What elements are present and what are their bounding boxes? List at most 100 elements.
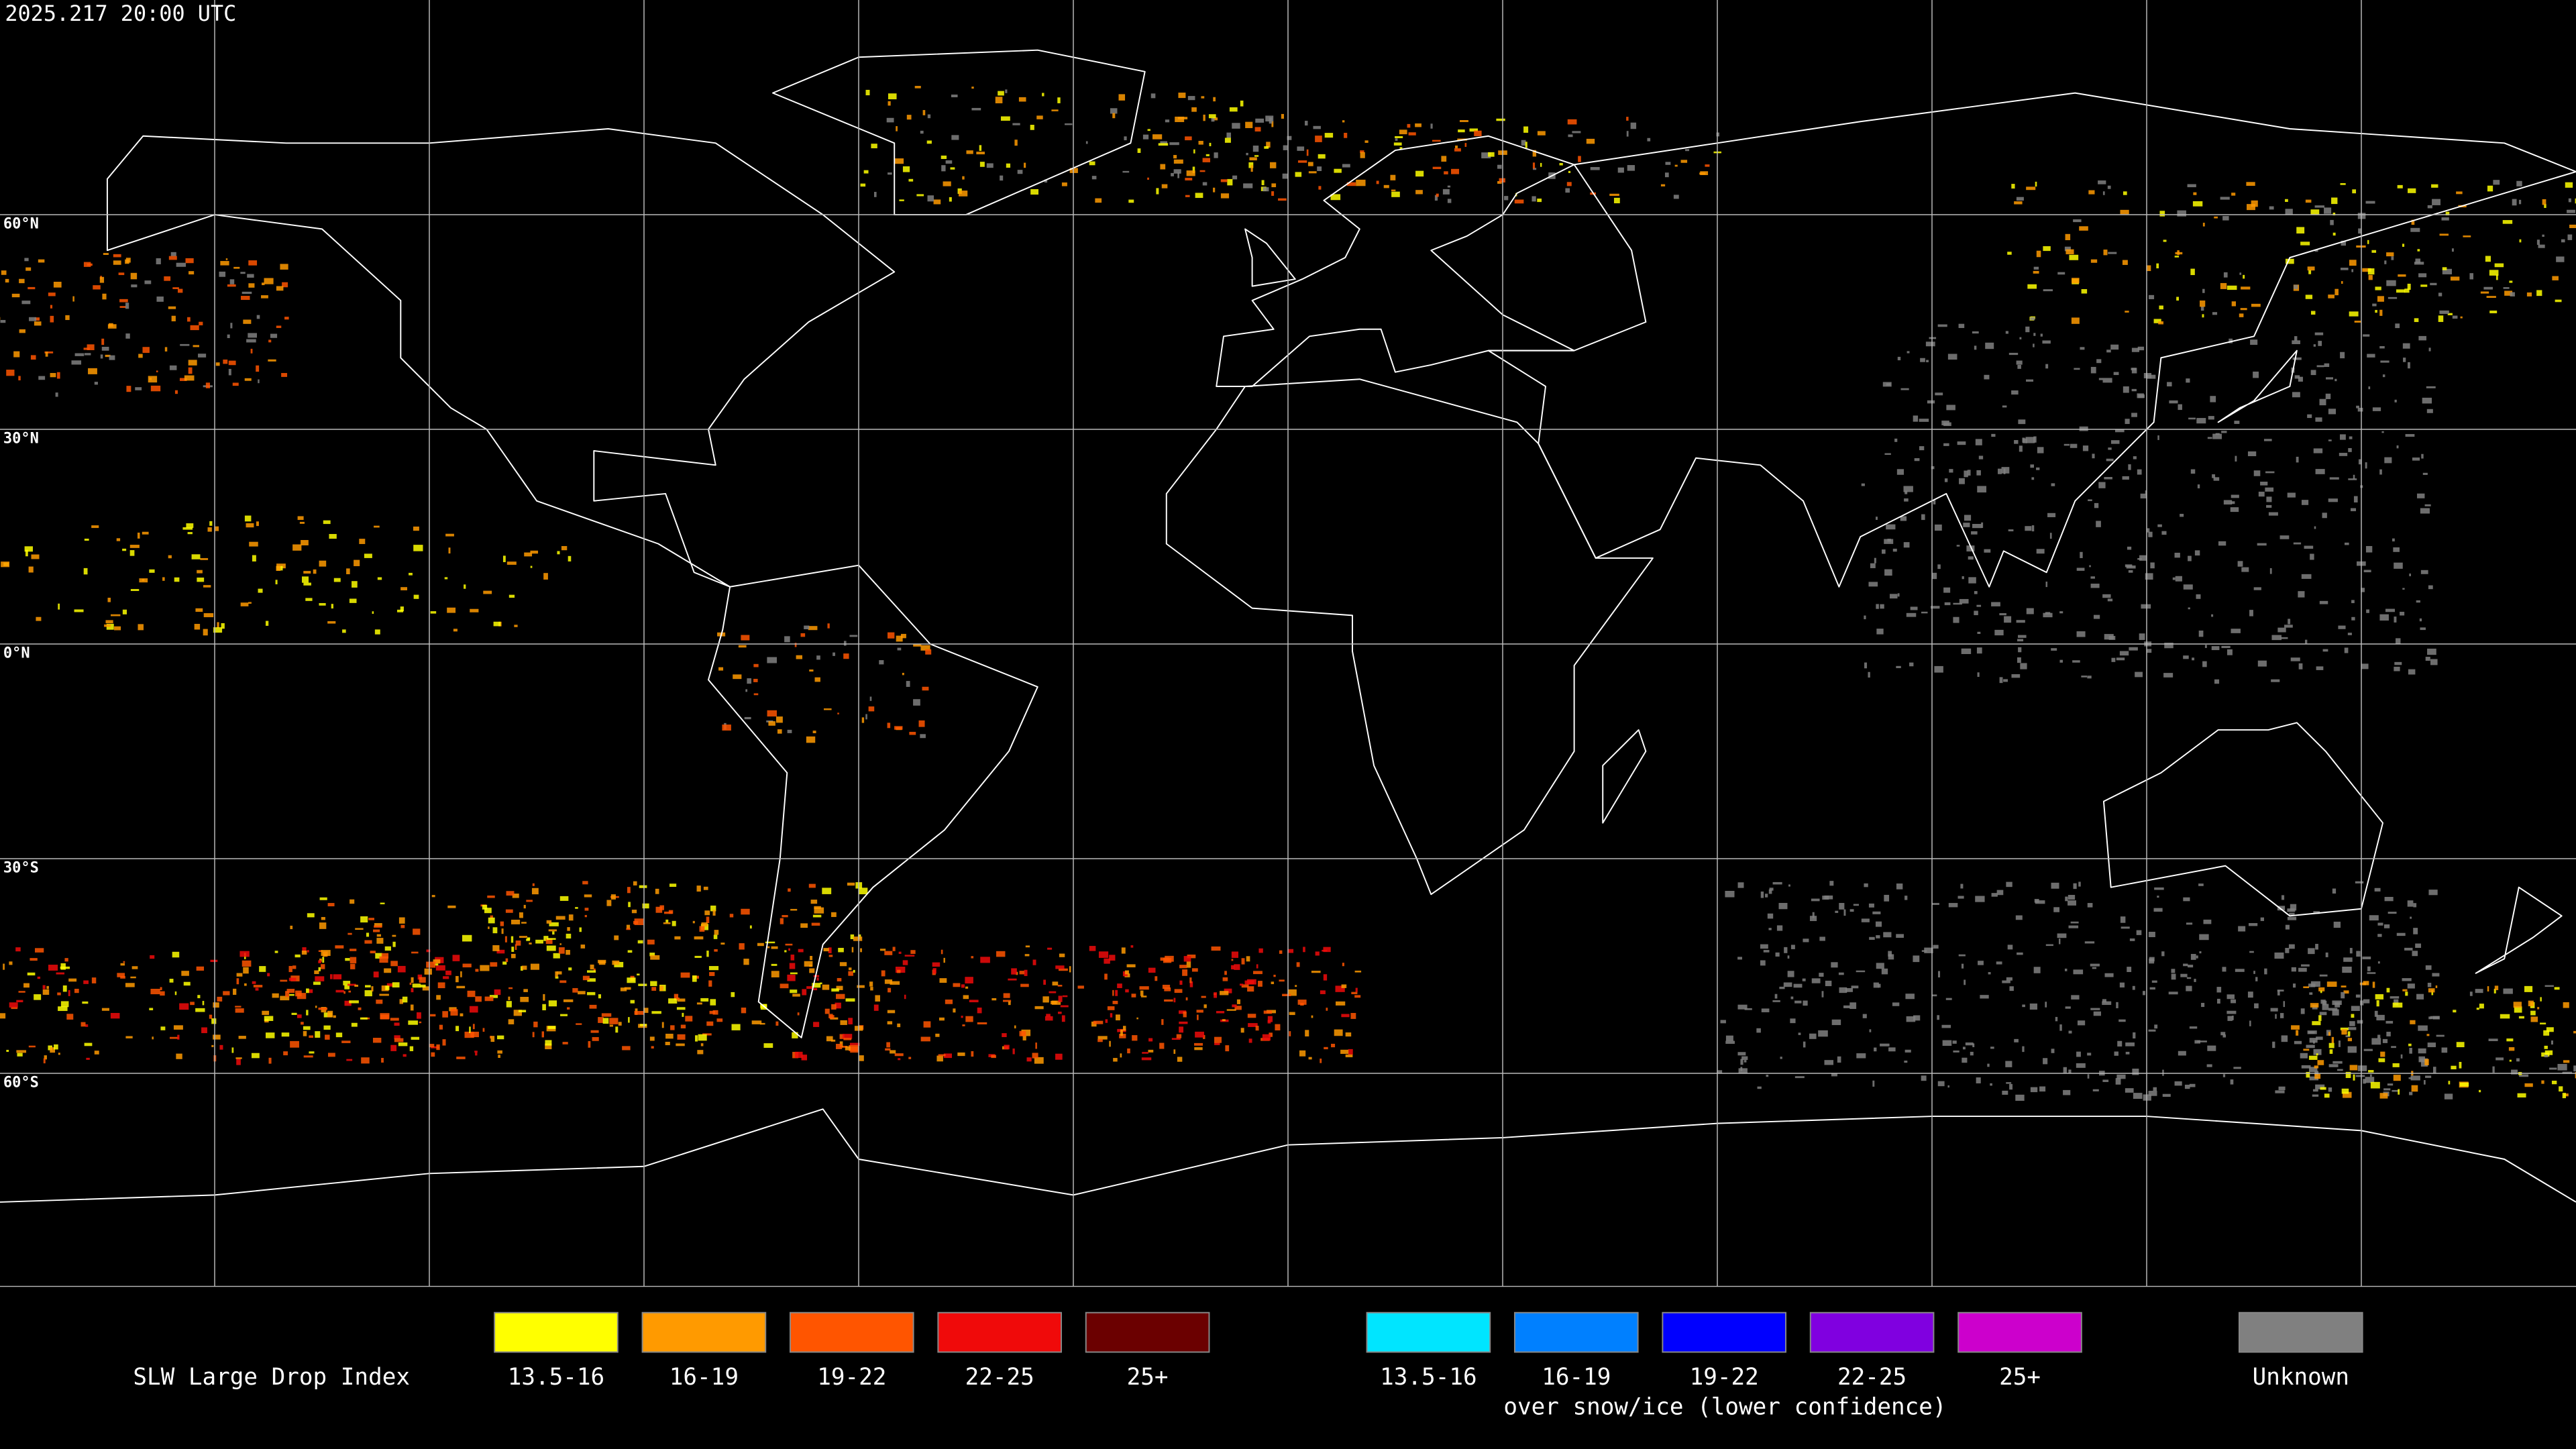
cloud-pixel	[2367, 966, 2371, 971]
cloud-pixel	[2418, 1056, 2425, 1063]
cloud-pixel	[1962, 1057, 1968, 1063]
cloud-pixel	[2332, 1061, 2343, 1064]
cloud-pixel	[1432, 166, 1442, 170]
cloud-pixel	[1057, 1012, 1062, 1014]
cloud-pixel	[2509, 280, 2513, 283]
cloud-pixel	[91, 977, 97, 983]
cloud-pixel	[1295, 985, 1297, 987]
cloud-pixel	[1568, 134, 1573, 138]
cloud-pixel	[2301, 1065, 2311, 1069]
cloud-pixel	[235, 1006, 241, 1008]
cloud-pixel	[2332, 212, 2336, 216]
cloud-pixel	[582, 975, 590, 981]
cloud-pixel	[2524, 1083, 2533, 1087]
cloud-pixel	[149, 378, 152, 380]
cloud-pixel	[2376, 1014, 2385, 1021]
cloud-pixel	[1787, 971, 1794, 977]
cloud-pixel	[2356, 951, 2361, 957]
coastline	[1165, 378, 1654, 896]
cloud-pixel	[1179, 965, 1187, 969]
cloud-pixel	[172, 951, 180, 958]
cloud-pixel	[1725, 1040, 1735, 1044]
cloud-pixel	[1014, 1025, 1016, 1029]
cloud-pixel	[790, 908, 798, 911]
cloud-pixel	[2313, 911, 2320, 914]
cloud-pixel	[249, 541, 258, 547]
cloud-pixel	[808, 626, 818, 631]
cloud-pixel	[455, 1026, 460, 1032]
cloud-pixel	[1809, 1033, 1817, 1039]
cloud-pixel	[1258, 981, 1263, 987]
cloud-pixel	[1125, 989, 1129, 993]
cloud-pixel	[1761, 1008, 1770, 1012]
cloud-pixel	[125, 1036, 133, 1038]
cloud-pixel	[788, 888, 791, 892]
cloud-pixel	[2436, 1034, 2445, 1037]
cloud-pixel	[1790, 1018, 1796, 1024]
cloud-pixel	[2318, 987, 2325, 991]
cloud-pixel	[185, 258, 194, 264]
cloud-pixel	[1164, 999, 1173, 1002]
cloud-pixel	[2414, 318, 2419, 323]
cloud-pixel	[2319, 398, 2326, 406]
cloud-pixel	[1780, 1057, 1782, 1059]
cloud-pixel	[107, 324, 117, 329]
cloud-pixel	[1059, 953, 1065, 957]
cloud-pixel	[1875, 921, 1882, 927]
cloud-pixel	[2114, 429, 2125, 433]
cloud-pixel	[1876, 963, 1884, 969]
cloud-pixel	[244, 378, 252, 381]
cloud-pixel	[402, 996, 408, 1003]
cloud-pixel	[116, 538, 121, 541]
cloud-pixel	[910, 950, 916, 954]
cloud-pixel	[45, 352, 48, 357]
cloud-pixel	[2575, 198, 2576, 204]
cloud-pixel	[511, 953, 516, 959]
cloud-pixel	[2090, 963, 2100, 967]
cloud-pixel	[831, 912, 837, 917]
cloud-pixel	[2180, 513, 2184, 517]
cloud-pixel	[1324, 1046, 1328, 1050]
cloud-pixel	[2039, 1086, 2046, 1092]
cloud-pixel	[2316, 365, 2324, 368]
cloud-pixel	[1966, 545, 1975, 552]
cloud-pixel	[801, 1055, 808, 1061]
cloud-pixel	[2016, 197, 2024, 201]
cloud-pixel	[2132, 985, 2135, 990]
cloud-pixel	[2334, 378, 2337, 382]
coastline	[2475, 886, 2563, 974]
cloud-pixel	[1972, 523, 1982, 529]
cloud-pixel	[2272, 1041, 2275, 1049]
cloud-pixel	[1811, 978, 1821, 983]
cloud-pixel	[1112, 1000, 1118, 1004]
cloud-pixel	[23, 983, 30, 988]
cloud-pixel	[114, 626, 121, 631]
cloud-pixel	[2343, 957, 2353, 962]
cloud-pixel	[2422, 397, 2432, 404]
cloud-pixel	[1974, 345, 1977, 350]
cloud-pixel	[482, 904, 488, 910]
cloud-pixel	[2385, 608, 2395, 612]
cloud-pixel	[230, 323, 233, 329]
cloud-pixel	[1963, 523, 1970, 527]
cloud-pixel	[2017, 364, 2021, 369]
cloud-pixel	[1984, 549, 1991, 553]
cloud-pixel	[2148, 931, 2155, 937]
cloud-pixel	[1355, 987, 1358, 992]
cloud-pixel	[2332, 1009, 2339, 1016]
cloud-pixel	[2511, 1069, 2518, 1075]
cloud-pixel	[601, 1013, 612, 1017]
cloud-pixel	[2420, 570, 2428, 574]
cloud-pixel	[822, 888, 832, 894]
cloud-pixel	[926, 140, 932, 144]
cloud-pixel	[1991, 893, 1998, 897]
cloud-pixel	[655, 888, 659, 894]
cloud-pixel	[2003, 679, 2008, 682]
cloud-pixel	[640, 1024, 647, 1026]
cloud-pixel	[2018, 635, 2027, 638]
cloud-pixel	[1952, 1040, 1957, 1044]
cloud-pixel	[2392, 538, 2395, 542]
cloud-pixel	[906, 681, 910, 687]
cloud-pixel	[753, 663, 759, 667]
